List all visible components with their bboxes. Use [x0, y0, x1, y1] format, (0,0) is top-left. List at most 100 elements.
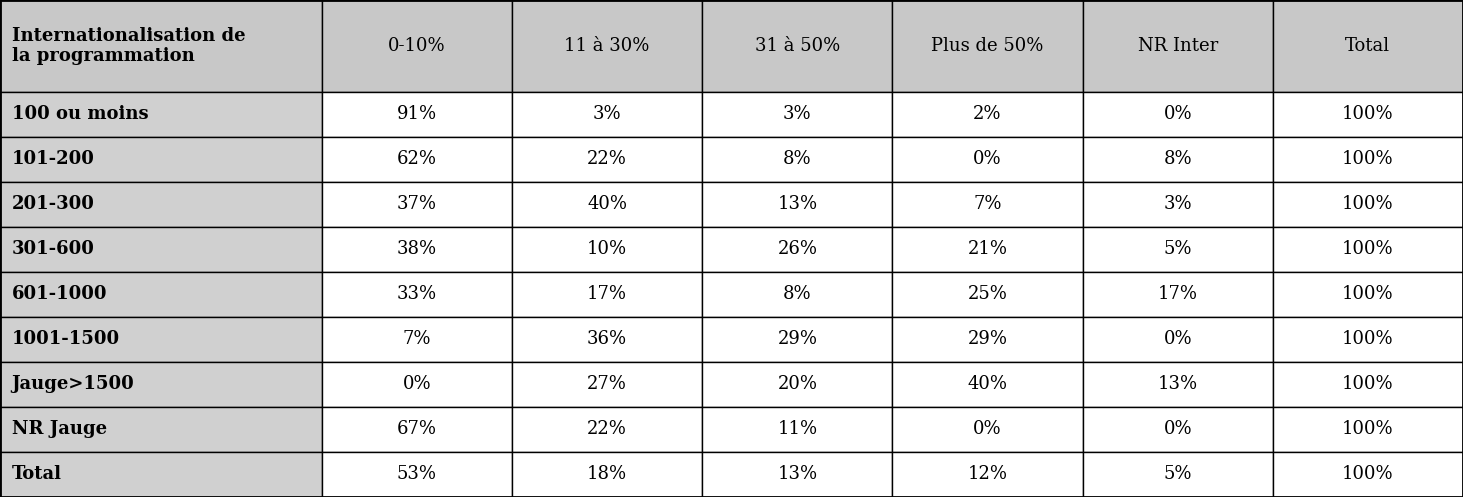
- Text: 53%: 53%: [396, 466, 437, 484]
- Text: 8%: 8%: [783, 285, 812, 304]
- Text: 100%: 100%: [1342, 151, 1394, 168]
- Bar: [892, 362, 1083, 407]
- Text: 100%: 100%: [1342, 376, 1394, 394]
- Bar: [1273, 137, 1463, 182]
- Text: 601-1000: 601-1000: [12, 285, 107, 304]
- Bar: [512, 137, 702, 182]
- Text: 100%: 100%: [1342, 195, 1394, 213]
- Text: 0%: 0%: [973, 420, 1002, 438]
- Bar: [1273, 362, 1463, 407]
- Text: 201-300: 201-300: [12, 195, 95, 213]
- Bar: [512, 407, 702, 452]
- Bar: [1273, 317, 1463, 362]
- Bar: [1083, 137, 1273, 182]
- Bar: [1083, 92, 1273, 137]
- Text: 3%: 3%: [1163, 195, 1192, 213]
- Bar: [0, 137, 322, 182]
- Text: NR Inter: NR Inter: [1138, 37, 1217, 55]
- Bar: [892, 0, 1083, 92]
- Text: 13%: 13%: [777, 466, 818, 484]
- Bar: [892, 227, 1083, 272]
- Text: 100%: 100%: [1342, 105, 1394, 123]
- Bar: [0, 92, 322, 137]
- Text: 100%: 100%: [1342, 466, 1394, 484]
- Bar: [702, 317, 892, 362]
- Bar: [322, 272, 512, 317]
- Bar: [322, 407, 512, 452]
- Text: 26%: 26%: [777, 241, 818, 258]
- Bar: [1083, 0, 1273, 92]
- Bar: [702, 0, 892, 92]
- Text: 29%: 29%: [967, 331, 1008, 348]
- Text: Internationalisation de
la programmation: Internationalisation de la programmation: [12, 26, 246, 66]
- Bar: [1273, 272, 1463, 317]
- Bar: [512, 452, 702, 497]
- Text: 0%: 0%: [973, 151, 1002, 168]
- Bar: [1083, 317, 1273, 362]
- Text: 7%: 7%: [402, 331, 432, 348]
- Bar: [322, 92, 512, 137]
- Text: 31 à 50%: 31 à 50%: [755, 37, 840, 55]
- Bar: [1083, 362, 1273, 407]
- Bar: [702, 182, 892, 227]
- Text: Plus de 50%: Plus de 50%: [932, 37, 1043, 55]
- Bar: [892, 182, 1083, 227]
- Bar: [512, 317, 702, 362]
- Bar: [0, 407, 322, 452]
- Text: 101-200: 101-200: [12, 151, 95, 168]
- Bar: [702, 227, 892, 272]
- Text: 62%: 62%: [396, 151, 437, 168]
- Text: 100%: 100%: [1342, 241, 1394, 258]
- Bar: [892, 137, 1083, 182]
- Bar: [1273, 92, 1463, 137]
- Text: 1001-1500: 1001-1500: [12, 331, 120, 348]
- Text: NR Jauge: NR Jauge: [12, 420, 107, 438]
- Bar: [892, 317, 1083, 362]
- Bar: [512, 182, 702, 227]
- Bar: [322, 182, 512, 227]
- Bar: [0, 272, 322, 317]
- Text: 3%: 3%: [593, 105, 622, 123]
- Text: 0%: 0%: [1163, 105, 1192, 123]
- Text: 25%: 25%: [967, 285, 1008, 304]
- Text: 5%: 5%: [1163, 466, 1192, 484]
- Bar: [702, 272, 892, 317]
- Text: 301-600: 301-600: [12, 241, 95, 258]
- Bar: [322, 227, 512, 272]
- Bar: [702, 92, 892, 137]
- Text: 2%: 2%: [973, 105, 1002, 123]
- Text: Jauge>1500: Jauge>1500: [12, 376, 135, 394]
- Text: 17%: 17%: [587, 285, 628, 304]
- Text: 0%: 0%: [402, 376, 432, 394]
- Text: 13%: 13%: [1157, 376, 1198, 394]
- Bar: [1273, 452, 1463, 497]
- Bar: [322, 362, 512, 407]
- Text: 27%: 27%: [587, 376, 628, 394]
- Bar: [1273, 227, 1463, 272]
- Text: 37%: 37%: [396, 195, 437, 213]
- Text: Total: Total: [1346, 37, 1390, 55]
- Text: 11 à 30%: 11 à 30%: [565, 37, 650, 55]
- Bar: [1273, 407, 1463, 452]
- Bar: [322, 137, 512, 182]
- Text: 0-10%: 0-10%: [388, 37, 446, 55]
- Bar: [702, 452, 892, 497]
- Bar: [322, 0, 512, 92]
- Bar: [1083, 227, 1273, 272]
- Bar: [1083, 182, 1273, 227]
- Text: 13%: 13%: [777, 195, 818, 213]
- Text: 33%: 33%: [396, 285, 437, 304]
- Text: 36%: 36%: [587, 331, 628, 348]
- Bar: [702, 407, 892, 452]
- Bar: [892, 407, 1083, 452]
- Bar: [322, 452, 512, 497]
- Text: 5%: 5%: [1163, 241, 1192, 258]
- Text: 40%: 40%: [967, 376, 1008, 394]
- Bar: [512, 0, 702, 92]
- Text: 20%: 20%: [777, 376, 818, 394]
- Text: 7%: 7%: [973, 195, 1002, 213]
- Text: 3%: 3%: [783, 105, 812, 123]
- Bar: [702, 362, 892, 407]
- Bar: [1083, 452, 1273, 497]
- Text: 100 ou moins: 100 ou moins: [12, 105, 148, 123]
